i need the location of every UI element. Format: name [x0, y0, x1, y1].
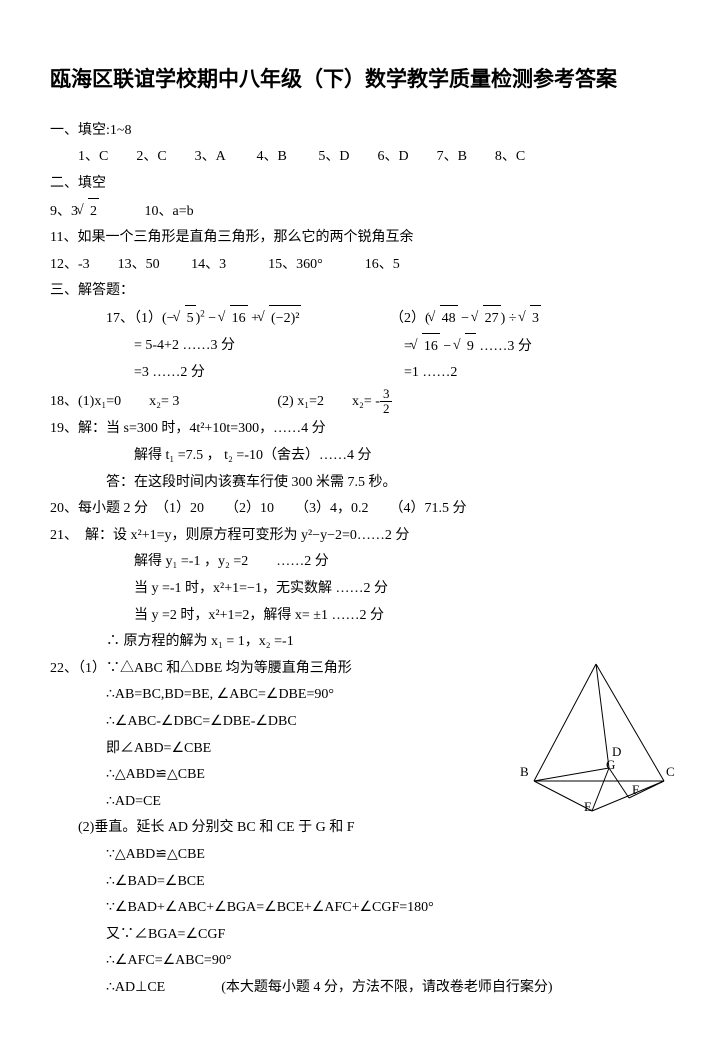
- q19-2: 解得 t₁ =7.5 ， t₂ =-10（舍去）……4 分: [50, 443, 674, 470]
- q22-8: ∵△ABD≌△CBE: [50, 842, 674, 869]
- section3-heading: 三、解答题：: [50, 278, 674, 305]
- q12-16: 12、-3 13、50 14、3 15、360° 16、5: [50, 252, 674, 279]
- q17-left2: = 5-4+2 ……3 分: [50, 333, 404, 361]
- q21-3: 当 y =-1 时，x²+1=−1，无实数解 ……2 分: [50, 576, 674, 603]
- svg-text:E: E: [584, 799, 592, 814]
- q21-1: 21、 解：设 x²+1=y，则原方程可变形为 y²−y−2=0……2 分: [50, 523, 674, 550]
- section1-answers: 1、C 2、C 3、A 4、B 5、D 6、D 7、B 8、C: [50, 144, 674, 171]
- q22-12: ∴∠AFC=∠ABC=90°: [50, 948, 674, 975]
- numerator: 3: [380, 387, 393, 402]
- q17-left3: =3 ……2 分: [50, 360, 404, 387]
- geometry-figure: ABCDEFG: [514, 656, 674, 826]
- q21-4: 当 y =2 时，x²+1=2，解得 x= ±1 ……2 分: [50, 603, 674, 630]
- q22-13: ∴AD⊥CE (本大题每小题 4 分，方法不限，请改卷老师自行案分): [50, 975, 674, 1002]
- q11: 11、如果一个三角形是直角三角形，那么它的两个锐角互余: [50, 225, 674, 252]
- denominator: 2: [380, 402, 393, 416]
- radicand: 27: [483, 305, 501, 333]
- q17-text: ……3 分: [476, 339, 532, 354]
- radicand: (−2)²: [269, 305, 301, 333]
- q19-3: 答：在这段时间内该赛车行使 300 米需 7.5 秒。: [50, 470, 674, 497]
- q9-q10: 9、3 2 10、a=b: [50, 198, 674, 226]
- section1-heading: 一、填空:1~8: [50, 118, 674, 145]
- q9-radicand: 2: [88, 198, 99, 226]
- sqrt-icon: 27: [473, 305, 501, 333]
- radicand: 16: [422, 333, 440, 361]
- svg-text:F: F: [632, 782, 639, 797]
- geometry-svg: ABCDEFG: [514, 656, 674, 826]
- fraction: 32: [380, 387, 393, 417]
- radicand: 48: [440, 305, 458, 333]
- sqrt-icon: 16: [412, 333, 440, 361]
- radicand: 16: [230, 305, 248, 333]
- svg-text:A: A: [592, 656, 602, 659]
- q17-part2: （2）(48 − 27) ÷ 3: [390, 305, 674, 333]
- q22-10: ∵∠BAD+∠ABC+∠BGA=∠BCE+∠AFC+∠CGF=180°: [50, 895, 674, 922]
- q9-sqrt: 2: [78, 198, 99, 226]
- page-title: 瓯海区联谊学校期中八年级（下）数学教学质量检测参考答案: [50, 60, 674, 100]
- q10: 10、a=b: [145, 204, 194, 219]
- q21-2: 解得 y₁ =-1 ，y₂ =2 ……2 分: [50, 549, 674, 576]
- svg-text:C: C: [666, 764, 674, 779]
- radicand: 3: [530, 305, 541, 333]
- sqrt-icon: (−2)²: [259, 305, 301, 333]
- q17-row3: =3 ……2 分 =1 ……2: [50, 360, 674, 387]
- q17-right3: =1 ……2: [404, 360, 674, 387]
- q20: 20、每小题 2 分 （1）20 （2）10 （3）4，0.2 （4）71.5 …: [50, 496, 674, 523]
- sqrt-icon: 48: [430, 305, 458, 333]
- q17-text: （2）(: [390, 311, 430, 326]
- q21-5: ∴ 原方程的解为 x₁ = 1，x₂ =-1: [50, 629, 674, 656]
- sqrt-icon: 9: [455, 333, 476, 361]
- svg-text:G: G: [606, 757, 615, 772]
- sqrt-icon: 5: [175, 305, 196, 333]
- q18a: 18、(1)x₁=0 x₂= 3: [50, 394, 179, 409]
- radicand: 5: [185, 305, 196, 333]
- q17-part1: 17、（1）(−5)2 − 16 +(−2)²: [50, 305, 390, 333]
- q22-11: 又∵∠BGA=∠CGF: [50, 922, 674, 949]
- q19-1: 19、解：当 s=300 时，4t²+10t=300，……4 分: [50, 416, 674, 443]
- q22-9: ∴∠BAD=∠BCE: [50, 869, 674, 896]
- q9-prefix: 9、3: [50, 204, 78, 219]
- q18: 18、(1)x₁=0 x₂= 3 (2) x₁=2 x₂= -32: [50, 387, 674, 417]
- q17-right2: =16 − 9 ……3 分: [404, 333, 674, 361]
- q17-text: 17、（1）(−: [106, 311, 175, 326]
- sqrt-icon: 16: [220, 305, 248, 333]
- q17-row2: = 5-4+2 ……3 分 =16 − 9 ……3 分: [50, 333, 674, 361]
- sqrt-icon: 3: [520, 305, 541, 333]
- svg-text:B: B: [520, 764, 529, 779]
- q18b: (2) x₁=2 x₂= -: [277, 394, 380, 409]
- q17-row1: 17、（1）(−5)2 − 16 +(−2)² （2）(48 − 27) ÷ 3: [50, 305, 674, 333]
- section2-heading: 二、填空: [50, 171, 674, 198]
- radicand: 9: [465, 333, 476, 361]
